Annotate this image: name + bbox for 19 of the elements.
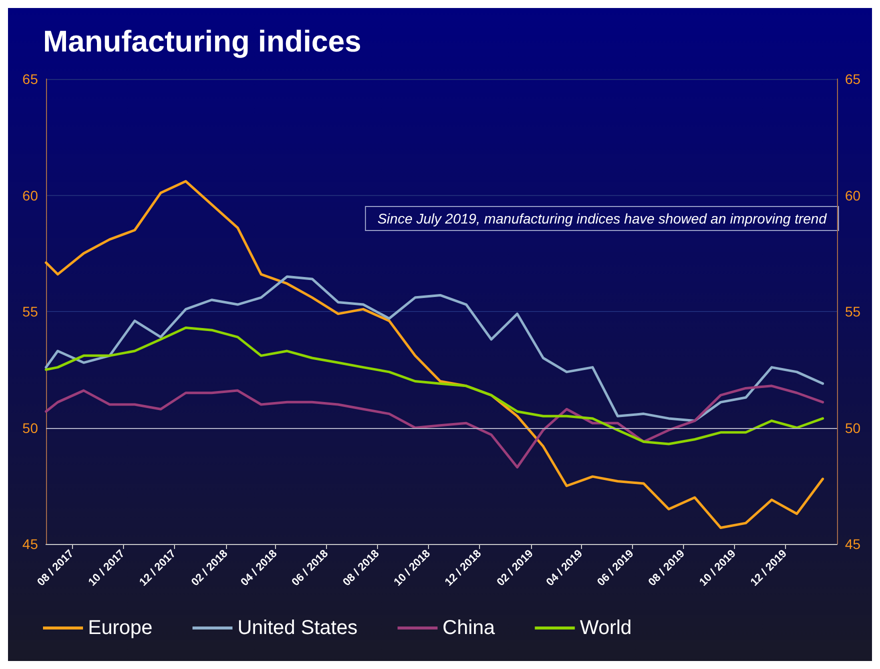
y2-tick-label: 60 (845, 187, 861, 204)
annotation: Since July 2019, manufacturing indices have showed an improving trend (377, 210, 828, 226)
line-series (44, 384, 824, 469)
legend-label: China (442, 617, 496, 639)
line-series (44, 326, 824, 446)
y-tick-label: 55 (22, 304, 38, 320)
y2-tick-label: 65 (845, 71, 861, 87)
chart-title: Manufacturing indices (43, 26, 362, 58)
legend-label: World (580, 617, 632, 639)
y2-tick-label: 55 (845, 304, 861, 320)
legend-label: Europe (88, 617, 152, 639)
y-tick-label: 50 (22, 420, 38, 436)
y-tick-label: 65 (22, 71, 38, 87)
y2-tick-label: 45 (845, 536, 861, 552)
y-tick-label: 60 (22, 187, 38, 204)
legend-label: United States (237, 617, 358, 639)
y2-tick-label: 50 (845, 420, 861, 436)
line-series (44, 275, 824, 422)
y-tick-label: 45 (22, 536, 38, 552)
